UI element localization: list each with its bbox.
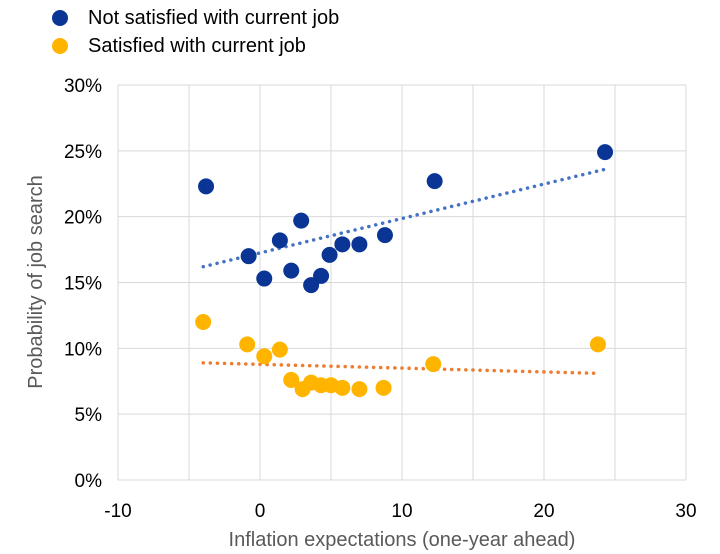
data-point-series-0 [256, 270, 273, 287]
x-tick-label: -10 [104, 501, 131, 522]
data-point-series-1 [425, 356, 442, 373]
trendline-series-0 [201, 167, 607, 269]
legend-marker-not-satisfied [52, 10, 68, 26]
y-tick-label: 30% [64, 76, 102, 97]
data-point-series-0 [293, 212, 310, 229]
y-tick-label: 0% [75, 471, 103, 492]
legend-item-satisfied: Satisfied with current job [52, 32, 339, 60]
data-point-series-0 [313, 267, 330, 284]
y-tick-label: 10% [64, 339, 102, 360]
data-point-series-0 [321, 246, 338, 263]
data-point-series-0 [426, 173, 443, 190]
data-point-series-1 [283, 371, 300, 388]
data-point-series-0 [283, 262, 300, 279]
y-tick-label: 5% [75, 405, 103, 426]
data-point-series-1 [375, 379, 392, 396]
legend-item-not-satisfied: Not satisfied with current job [52, 4, 339, 32]
x-axis-title: Inflation expectations (one-year ahead) [229, 529, 576, 551]
data-points [195, 144, 614, 398]
data-point-series-1 [589, 336, 606, 353]
data-point-series-0 [597, 144, 614, 161]
y-tick-label: 15% [64, 274, 102, 295]
legend-label-not-satisfied: Not satisfied with current job [88, 6, 340, 29]
x-tick-label: 10 [391, 501, 412, 522]
data-point-series-0 [198, 178, 215, 195]
data-point-series-1 [239, 336, 256, 353]
data-point-series-1 [271, 341, 288, 358]
data-point-series-1 [195, 314, 212, 330]
data-point-series-0 [240, 248, 257, 265]
y-axis-title: Probability of job search [25, 175, 47, 388]
legend-label-satisfied: Satisfied with current job [88, 34, 306, 57]
legend: Not satisfied with current job Satisfied… [52, 4, 339, 60]
y-tick-label: 20% [64, 208, 102, 229]
data-point-series-1 [351, 381, 368, 398]
legend-marker-satisfied [52, 38, 68, 54]
y-axis-tick-labels: 0% 5% 10% 15% 20% 25% 30% [64, 76, 102, 492]
x-axis-tick-labels: -10 0 10 20 30 [104, 501, 696, 522]
data-point-series-0 [271, 232, 288, 249]
data-point-series-1 [256, 348, 273, 365]
x-tick-label: 20 [533, 501, 554, 522]
data-point-series-0 [334, 236, 351, 253]
grid-lines [117, 84, 687, 481]
trendline-series-1 [201, 361, 600, 376]
data-point-series-0 [351, 236, 368, 253]
y-tick-label: 25% [64, 142, 102, 163]
trendlines [201, 167, 607, 376]
x-tick-label: 0 [255, 501, 266, 522]
data-point-series-0 [376, 227, 393, 244]
x-tick-label: 30 [675, 501, 696, 522]
data-point-series-1 [334, 379, 351, 396]
